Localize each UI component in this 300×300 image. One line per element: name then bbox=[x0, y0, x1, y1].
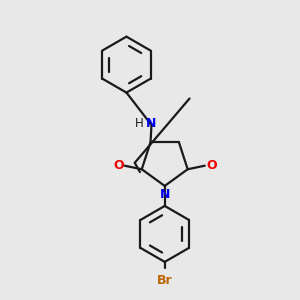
Text: O: O bbox=[206, 159, 217, 172]
Text: N: N bbox=[160, 188, 170, 201]
Text: Br: Br bbox=[157, 274, 172, 287]
Text: O: O bbox=[113, 159, 124, 172]
Text: N: N bbox=[146, 117, 156, 130]
Text: H: H bbox=[135, 117, 143, 130]
